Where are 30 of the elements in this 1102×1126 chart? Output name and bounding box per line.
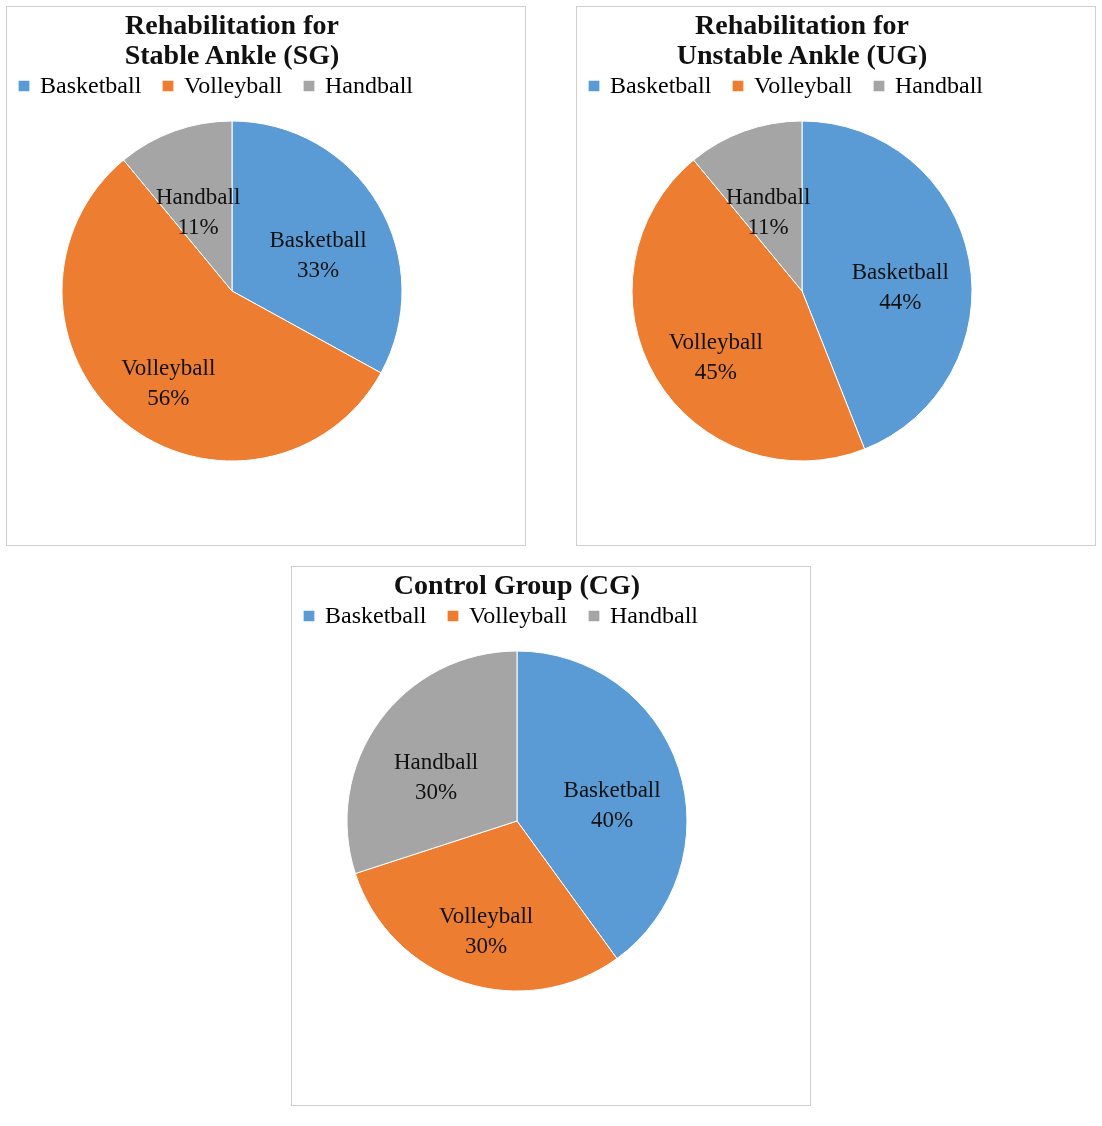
legend-label: Handball [325,72,414,98]
legend-label: Basketball [610,72,712,98]
chart-title: Rehabilitation for Stable Ankle (SG) [124,9,340,70]
legend-label: Basketball [40,72,142,98]
data-label: 45% [694,358,738,384]
slice-label: Basketball [269,227,367,253]
slice-label: Basketball [563,777,661,803]
data-label: 30% [415,779,458,805]
slice-label: Volleyball [668,328,763,354]
slice-label: Handball [393,749,479,775]
legend-label: Basketball [325,602,427,628]
legend-label: Handball [610,602,699,628]
data-label: 56% [147,385,190,411]
chart-title: Rehabilitation for Unstable Ankle (UG) [676,9,928,70]
data-label: 44% [879,289,922,315]
data-label: 11% [177,213,219,239]
legend-label: Volleyball [754,72,853,98]
slice-label: Handball [725,183,811,209]
legend-label: Handball [895,72,984,98]
legend-label: Volleyball [469,602,568,628]
data-label: 30% [465,933,508,959]
slice-label: Volleyball [439,903,534,929]
legend-label: Volleyball [184,72,283,98]
data-label: 11% [747,213,789,239]
data-label: 40% [591,807,634,833]
chart-title: Control Group (CG) [393,569,641,600]
slice-label: Basketball [851,259,949,285]
slice-label: Volleyball [121,355,216,381]
slice-label: Handball [155,183,241,209]
data-label: 33% [296,257,340,283]
